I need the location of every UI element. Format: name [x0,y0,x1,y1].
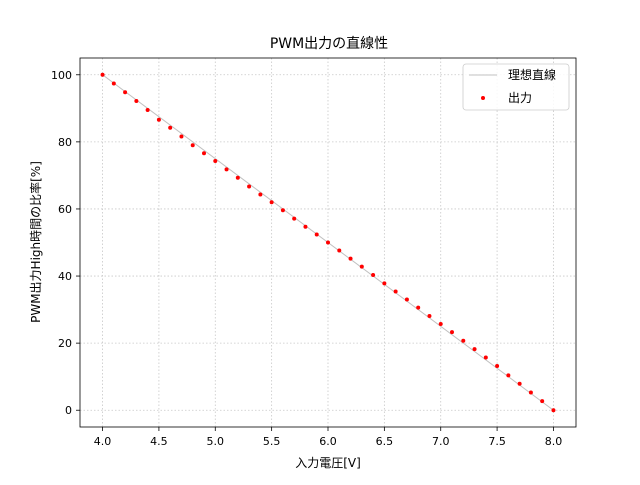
output-point [326,240,330,245]
output-point [450,330,454,335]
x-tick-label: 6.0 [319,435,337,448]
output-point [280,208,285,213]
x-tick-label: 7.0 [432,435,450,448]
x-tick-label: 8.0 [545,435,563,448]
y-axis-label: PWM出力High時間の比率[%] [28,161,43,323]
output-point [427,313,432,318]
output-point [202,151,206,156]
output-point [483,355,488,360]
output-point [438,322,443,327]
y-tick-label: 80 [58,136,72,149]
output-point [100,72,105,77]
output-point [348,256,353,261]
output-point [235,175,240,180]
output-point [540,399,545,404]
output-point [371,273,376,278]
x-tick-label: 6.5 [376,435,394,448]
x-tick-label: 4.0 [94,435,112,448]
legend-ideal-label: 理想直線 [508,67,556,82]
output-point [495,363,500,368]
legend-output-label: 出力 [508,91,532,105]
x-tick-label: 7.5 [488,435,506,448]
output-point [156,117,161,122]
output-point [145,107,150,112]
output-point [551,408,556,413]
output-point [269,200,274,205]
output-point [292,216,297,221]
output-point [416,305,421,310]
chart-title: PWM出力の直線性 [270,35,388,52]
x-axis-label: 入力電圧[V] [295,456,361,470]
output-point [506,373,511,378]
output-point [123,90,128,95]
y-tick-label: 20 [58,337,72,350]
output-point [168,125,173,130]
output-point [337,248,342,253]
output-point [111,81,116,86]
output-point [179,134,184,139]
output-point [528,390,533,395]
output-point [258,192,263,197]
x-axis-ticks: 4.0 4.5 5.0 5.5 6.0 6.5 7.0 7.5 8.0 [94,427,562,448]
y-tick-label: 40 [58,270,72,283]
output-point [190,143,195,148]
y-tick-label: 100 [51,69,72,82]
y-tick-label: 60 [58,203,72,216]
output-point [134,98,139,103]
y-tick-label: 0 [65,404,72,417]
x-tick-label: 5.0 [207,435,225,448]
output-point [224,167,229,172]
output-point [213,158,218,163]
output-scatter-series [100,72,556,413]
output-point [517,381,522,386]
x-tick-label: 5.5 [263,435,281,448]
output-point [247,184,252,189]
legend: 理想直線 出力 [462,63,570,111]
output-point [472,347,477,352]
output-point [393,289,398,294]
legend-output-swatch [481,96,485,100]
output-point [382,281,387,286]
output-point [303,224,308,229]
output-point [314,232,319,237]
output-point [461,338,466,343]
y-axis-ticks: 0 20 40 60 80 100 [51,69,80,417]
output-point [404,297,409,302]
output-point [359,264,364,269]
x-tick-label: 4.5 [150,435,168,448]
